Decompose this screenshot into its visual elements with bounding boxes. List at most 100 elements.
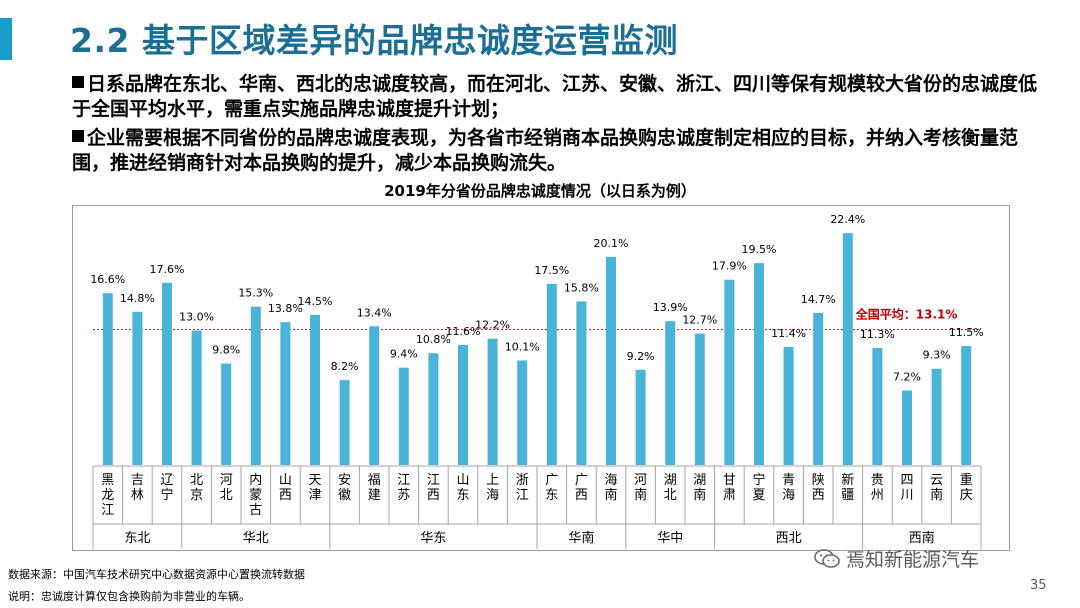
bar [339,380,350,465]
bar-value-label: 9.8% [212,344,240,357]
category-label: 云南 [930,473,943,503]
bar-value-label: 12.7% [682,314,717,327]
bullet-square-icon [72,76,84,88]
bar-value-label: 9.2% [627,350,655,363]
bar [842,233,853,465]
bar [724,279,735,465]
bar-value-label: 10.8% [416,333,451,346]
bullet-text-1: 日系品牌在东北、华南、西北的忠诚度较高，而在河北、江苏、安徽、浙江、四川等保有规… [72,73,1038,120]
region-label: 西北 [776,531,802,546]
bar [369,326,380,465]
bar-value-label: 22.4% [830,213,865,226]
page-number: 35 [1030,578,1047,593]
bar-value-label: 7.2% [893,370,921,383]
category-label: 浙江 [516,473,529,503]
bar [428,353,439,465]
category-label: 四川 [900,473,913,503]
region-label: 东北 [124,531,150,546]
category-label: 黑龙江 [101,473,114,518]
category-label: 陕西 [812,473,825,503]
category-label: 海南 [604,473,617,503]
category-label: 广东 [545,473,558,503]
category-label: 上海 [486,473,499,503]
bar [517,360,528,465]
bar-value-label: 8.2% [331,360,359,373]
category-label: 甘肃 [723,473,736,503]
category-label: 江苏 [397,473,410,503]
bullet-square-icon [72,130,84,142]
category-label: 江西 [427,473,440,503]
bar-value-label: 15.8% [564,281,599,294]
bar-value-label: 9.4% [390,348,418,361]
bar [665,321,676,465]
bar [162,282,172,465]
bar [458,344,468,465]
bar-value-label: 12.2% [475,319,510,332]
category-label: 广西 [575,473,588,503]
category-label: 安徽 [338,473,351,503]
watermark-text: 焉知新能源汽车 [846,549,980,571]
bar-value-label: 11.5% [949,326,984,339]
category-label: 山西 [279,473,292,503]
bar-value-label: 17.6% [150,263,185,276]
bar [280,322,291,465]
bar-value-label: 11.6% [446,325,481,338]
category-label: 河北 [220,473,233,503]
bar-value-label: 9.3% [923,349,951,362]
bar-value-label: 17.9% [712,260,747,273]
bar [132,311,143,465]
region-label: 华中 [657,531,683,546]
bar [754,263,764,465]
chart-frame [72,205,1010,551]
category-label: 河南 [634,473,647,503]
bar [310,314,320,465]
category-label: 重庆 [960,472,973,503]
region-label: 华北 [243,531,269,546]
average-label: 全国平均：13.1% [855,306,958,321]
chart-title: 2019年分省份品牌忠诚度情况（以日系为例） [384,182,696,200]
region-label: 华南 [568,530,594,546]
wechat-icon [814,549,840,568]
bar-value-label: 11.3% [860,328,895,341]
category-label: 山东 [456,473,469,503]
bullet-point-1: 日系品牌在东北、华南、西北的忠诚度较高，而在河北、江苏、安徽、浙江、四川等保有规… [72,72,1047,122]
bar [872,348,883,465]
bar [606,256,616,465]
bar-value-label: 15.3% [238,287,273,300]
category-label: 新疆 [841,472,854,503]
explanation-note: 说明：忠诚度计算仅包含换购前为非营业的车辆。 [8,590,250,603]
bar [902,390,912,465]
bar [191,330,202,465]
category-label: 湖南 [693,473,706,503]
category-label: 贵州 [871,473,884,503]
region-label: 西南 [909,530,935,546]
bar-value-label: 16.6% [90,273,125,286]
category-label: 辽宁 [160,473,173,503]
data-source-note: 数据来源：中国汽车技术研究中心数据资源中心置换流转数据 [8,568,305,581]
bar [546,283,557,465]
bar-value-label: 14.7% [801,293,836,306]
bullet-text-2: 企业需要根据不同省份的品牌忠诚度表现，为各省市经销商本品换购忠诚度制定相应的目标… [72,127,1019,174]
bar-value-label: 14.8% [120,292,155,305]
category-label: 天津 [308,473,321,503]
bar-value-label: 13.0% [179,310,214,323]
bar [250,306,261,465]
category-label: 青海 [782,473,795,503]
watermark: 焉知新能源汽车 [814,545,979,572]
bar-value-label: 13.8% [268,302,303,315]
bar-value-label: 20.1% [594,237,629,250]
bullet-point-2: 企业需要根据不同省份的品牌忠诚度表现，为各省市经销商本品换购忠诚度制定相应的目标… [72,126,1047,176]
bar [398,367,409,465]
bar-value-label: 10.1% [505,340,540,353]
bar-value-label: 17.5% [534,264,569,277]
bar [961,345,972,465]
bar-value-label: 13.4% [357,306,392,319]
category-label: 宁夏 [752,472,765,503]
bar [931,368,942,465]
bar [102,293,113,465]
bar [694,333,705,465]
bar [635,369,646,465]
category-label: 湖北 [664,473,677,503]
category-label: 北京 [190,473,203,503]
